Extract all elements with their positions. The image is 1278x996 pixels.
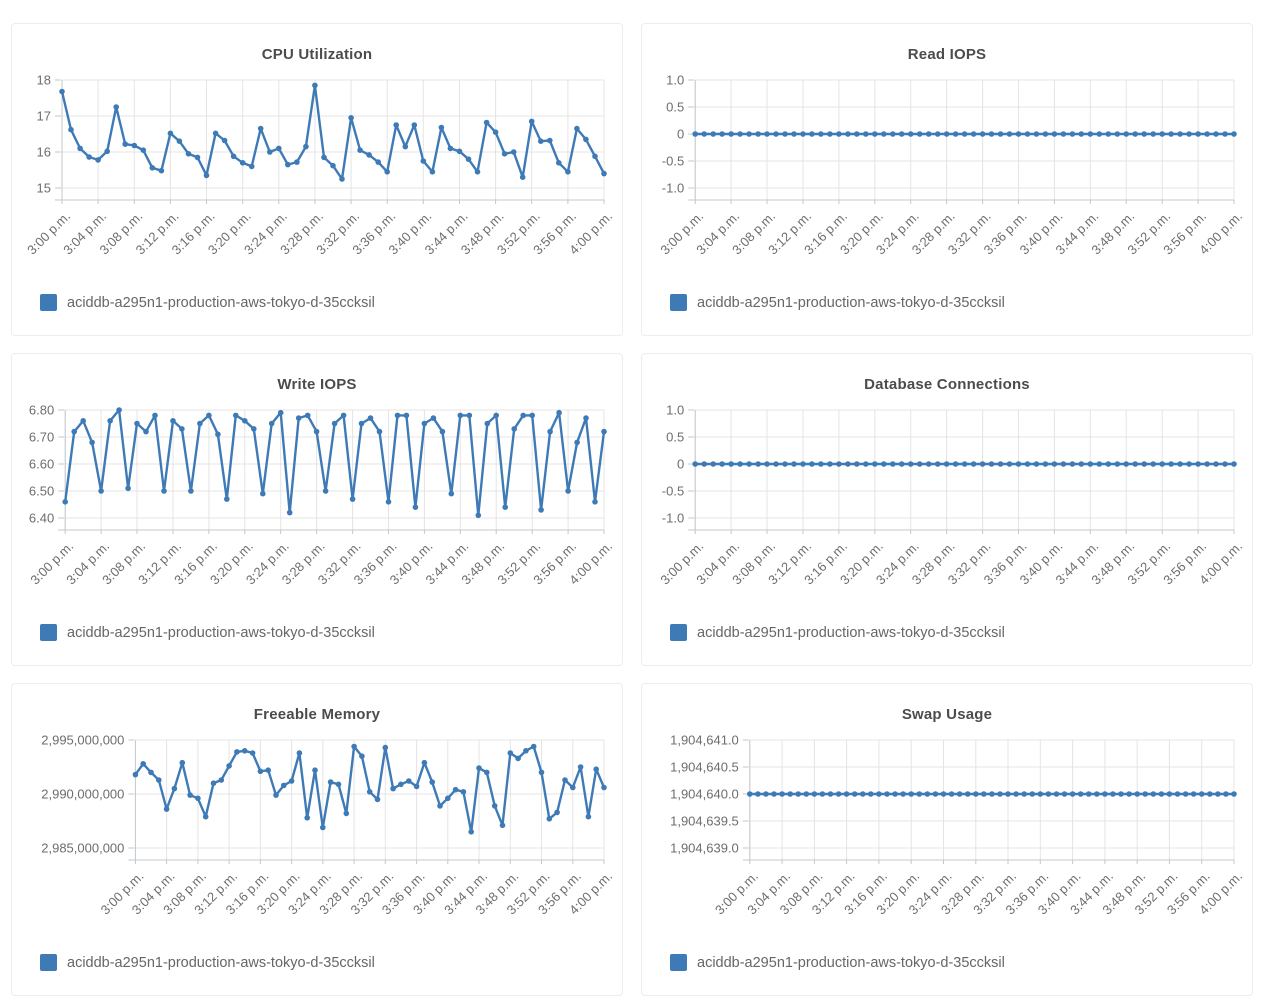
svg-text:1,904,640.0: 1,904,640.0 — [670, 787, 739, 802]
svg-text:1,904,639.0: 1,904,639.0 — [670, 841, 739, 856]
svg-text:6.80: 6.80 — [29, 403, 54, 418]
chart-title: CPU Utilization — [261, 46, 373, 63]
svg-text:-0.5: -0.5 — [662, 154, 684, 169]
legend-swatch — [670, 954, 687, 971]
svg-text:17: 17 — [37, 109, 51, 124]
svg-text:6.40: 6.40 — [29, 511, 54, 526]
legend-item[interactable]: aciddb-a295n1-production-aws-tokyo-d-35c… — [670, 294, 1005, 311]
svg-text:2,990,000,000: 2,990,000,000 — [41, 787, 124, 802]
chart-title: Freeable Memory — [253, 706, 381, 723]
svg-text:6.50: 6.50 — [29, 484, 54, 499]
chart-title: Read IOPS — [907, 46, 987, 63]
line-chart-canvas: 1,904,641.0 1,904,640.5 1,904,640.0 1,904,6… — [670, 733, 1245, 918]
legend-item[interactable]: aciddb-a295n1-production-aws-tokyo-d-35c… — [40, 624, 375, 641]
line-chart-canvas: 1.00.50-0.5-1.03:00 p.m.3:04 p.m.3:08 p.… — [657, 73, 1245, 258]
charts-grid: CPU Utilization 18 17 16 15 3:00 p.m. 3:04 p.… — [11, 23, 1253, 996]
svg-text:1,904,639.5: 1,904,639.5 — [670, 814, 739, 829]
line-chart-canvas: 2,995,000,0002,990,000,0002,985,000,0003… — [41, 733, 615, 918]
svg-text:0.5: 0.5 — [666, 430, 684, 445]
chart-panel-database-connections: Database Connections 1.0 0.5 0 -0.5 -1.0 3:00… — [641, 353, 1253, 666]
chart-title: Write IOPS — [277, 376, 357, 393]
line-chart-canvas: 6.806.706.606.506.403:00 p.m.3:04 p.m.3:… — [27, 403, 615, 588]
svg-text:16: 16 — [37, 145, 51, 160]
legend-item[interactable]: aciddb-a295n1-production-aws-tokyo-d-35c… — [40, 294, 375, 311]
svg-text:-1.0: -1.0 — [662, 511, 684, 526]
legend-label: aciddb-a295n1-production-aws-tokyo-d-35c… — [67, 294, 375, 311]
chart-panel-write-iops: Write IOPS 6.80 6.70 6.60 6.50 6.40 3:00 p.m.… — [11, 353, 623, 666]
svg-text:15: 15 — [37, 181, 51, 196]
legend-item[interactable]: aciddb-a295n1-production-aws-tokyo-d-35c… — [40, 954, 375, 971]
legend-swatch — [40, 954, 57, 971]
legend-label: aciddb-a295n1-production-aws-tokyo-d-35c… — [697, 954, 1005, 971]
svg-text:18: 18 — [37, 73, 51, 88]
chart-title: Swap Usage — [901, 706, 993, 723]
legend-swatch — [40, 294, 57, 311]
svg-text:-1.0: -1.0 — [662, 181, 684, 196]
svg-text:1.0: 1.0 — [666, 403, 684, 418]
svg-text:-0.5: -0.5 — [662, 484, 684, 499]
monitoring-dashboard: { "colors": { "accent": "#3e7ab6", "grid… — [11, 23, 1253, 996]
line-chart-canvas: 1.00.50-0.5-1.03:00 p.m.3:04 p.m.3:08 p.… — [657, 403, 1245, 588]
svg-text:1,904,641.0: 1,904,641.0 — [670, 733, 739, 748]
svg-text:0.5: 0.5 — [666, 100, 684, 115]
svg-text:2,985,000,000: 2,985,000,000 — [41, 841, 124, 856]
legend-swatch — [40, 624, 57, 641]
legend-label: aciddb-a295n1-production-aws-tokyo-d-35c… — [697, 294, 1005, 311]
svg-text:6.70: 6.70 — [29, 430, 54, 445]
chart-panel-cpu-utilization: CPU Utilization 18 17 16 15 3:00 p.m. 3:04 p.… — [11, 23, 623, 336]
svg-text:6.60: 6.60 — [29, 457, 54, 472]
legend-label: aciddb-a295n1-production-aws-tokyo-d-35c… — [67, 624, 375, 641]
legend-item[interactable]: aciddb-a295n1-production-aws-tokyo-d-35c… — [670, 954, 1005, 971]
chart-panel-read-iops: Read IOPS 1.0 0.5 0 -0.5 -1.0 3:00 p.m. 3:04 p… — [641, 23, 1253, 336]
chart-panel-freeable-memory: Freeable Memory 2,995,000,000 2,990,000,0… — [11, 683, 623, 996]
svg-text:0: 0 — [677, 127, 684, 142]
legend-swatch — [670, 294, 687, 311]
legend-label: aciddb-a295n1-production-aws-tokyo-d-35c… — [697, 624, 1005, 641]
svg-text:1,904,640.5: 1,904,640.5 — [670, 760, 739, 775]
legend-swatch — [670, 624, 687, 641]
legend-item[interactable]: aciddb-a295n1-production-aws-tokyo-d-35c… — [670, 624, 1005, 641]
svg-text:1.0: 1.0 — [666, 73, 684, 88]
chart-panel-swap-usage: Swap Usage 1,904,641.0 1,904,640.5 1,904,6… — [641, 683, 1253, 996]
chart-title: Database Connections — [864, 376, 1030, 393]
svg-text:2,995,000,000: 2,995,000,000 — [41, 733, 124, 748]
legend-label: aciddb-a295n1-production-aws-tokyo-d-35c… — [67, 954, 375, 971]
svg-text:0: 0 — [677, 457, 684, 472]
